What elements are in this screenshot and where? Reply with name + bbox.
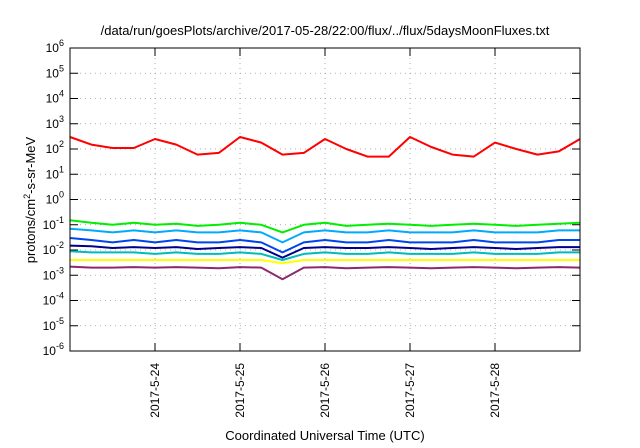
- series-line: [69, 250, 580, 261]
- x-tick-label: 2017-5-26: [318, 363, 332, 418]
- y-tick-label: 10-3: [43, 265, 64, 282]
- chart-title: /data/run/goesPlots/archive/2017-05-28/2…: [101, 23, 550, 38]
- x-tick-label: 2017-5-28: [488, 363, 502, 418]
- series-lines: [69, 136, 581, 281]
- series-line: [69, 237, 580, 254]
- y-axis-ticks: 10-6 10-5 10-4 10-3 10-2 10-1 100 101 102 103 104 1…: [43, 38, 580, 358]
- series-line: [69, 136, 581, 158]
- y-tick-label: 104: [46, 89, 64, 106]
- x-axis-label: Coordinated Universal Time (UTC): [225, 428, 424, 443]
- series-line: [69, 244, 580, 259]
- series-line: [69, 227, 580, 244]
- y-tick-label: 10-6: [43, 341, 64, 358]
- x-axis-ticks: 2017-5-24 2017-5-25 2017-5-26 2017-5-27 2017…: [148, 48, 502, 418]
- y-tick-label: 10-2: [43, 240, 64, 257]
- series-line: [70, 259, 580, 265]
- y-tick-label: 100: [46, 190, 64, 207]
- series-line: [69, 219, 581, 234]
- grid-lines: [70, 47, 580, 352]
- plot-area-frame: [69, 47, 581, 352]
- x-tick-label: 2017-5-27: [403, 363, 417, 418]
- y-tick-label: 10-5: [43, 316, 64, 333]
- y-tick-label: 10-4: [43, 291, 64, 308]
- y-tick-label: 106: [46, 38, 64, 55]
- x-tick-label: 2017-5-25: [233, 363, 247, 418]
- y-axis-label-group: protons/cm2-s-sr-MeV: [22, 136, 38, 263]
- y-tick-label: 102: [46, 139, 64, 156]
- y-tick-label: 103: [46, 114, 64, 131]
- y-tick-label: 101: [46, 164, 64, 181]
- x-tick-label: 2017-5-24: [148, 363, 162, 418]
- series-line: [69, 265, 581, 281]
- y-tick-label: 10-1: [43, 215, 64, 232]
- y-axis-label: protons/cm2-s-sr-MeV: [22, 136, 38, 263]
- y-tick-label: 105: [46, 63, 64, 80]
